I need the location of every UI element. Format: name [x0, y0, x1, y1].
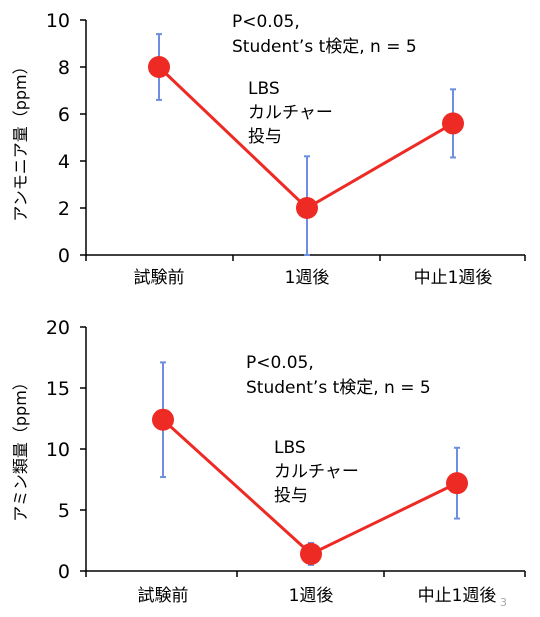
x-category-label: 試験前: [138, 586, 189, 606]
y-axis-label: アンモニア量（ppm）: [11, 58, 30, 221]
data-point: [300, 542, 322, 565]
y-tick-label: 15: [46, 378, 70, 400]
y-tick-label: 10: [46, 10, 70, 32]
data-point: [148, 56, 170, 78]
x-category-label: 中止1週後: [414, 268, 493, 288]
y-axis-label: アミン類量（ppm）: [11, 374, 30, 522]
page-number: 3: [500, 596, 507, 609]
y-tick-label: 5: [58, 500, 70, 522]
data-point: [152, 408, 174, 431]
treatment-note-line3: 投与: [248, 127, 282, 147]
y-tick-label: 0: [58, 561, 70, 583]
stats-note-line2: Student’s t検定, n = 5: [246, 378, 431, 398]
x-category-label: 試験前: [134, 268, 185, 288]
y-tick-label: 2: [58, 198, 70, 220]
stats-note-line1: P<0.05,: [246, 353, 314, 373]
stats-note-line1: P<0.05,: [232, 12, 300, 32]
x-category-label: 1週後: [289, 586, 334, 606]
x-category-label: 中止1週後: [418, 586, 497, 606]
x-category-label: 1週後: [285, 268, 330, 288]
y-tick-label: 20: [46, 317, 70, 339]
y-tick-label: 6: [58, 104, 70, 126]
treatment-note-line2: カルチャー: [248, 103, 333, 123]
stats-note-line2: Student’s t検定, n = 5: [232, 37, 417, 57]
treatment-note-line2: カルチャー: [274, 462, 359, 482]
y-tick-label: 8: [58, 57, 70, 79]
data-point: [296, 197, 318, 219]
y-tick-label: 0: [58, 245, 70, 267]
y-tick-label: 4: [58, 151, 70, 173]
treatment-note-line3: 投与: [274, 486, 308, 506]
data-point: [442, 112, 464, 135]
series-line: [161, 418, 458, 556]
y-tick-label: 10: [46, 439, 70, 461]
treatment-note-line1: LBS: [274, 438, 306, 458]
data-point: [446, 472, 468, 495]
treatment-note-line1: LBS: [248, 79, 280, 99]
